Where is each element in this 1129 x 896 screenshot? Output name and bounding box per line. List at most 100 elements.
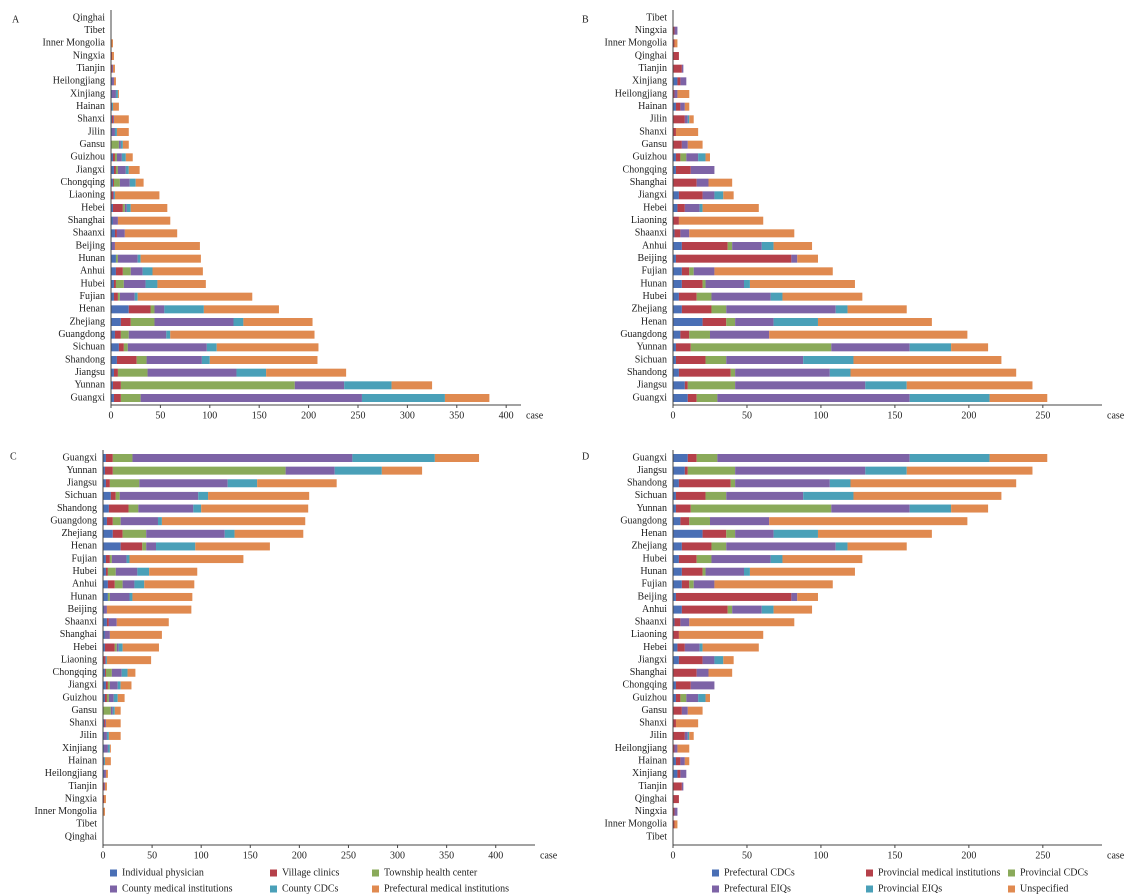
bar-segment bbox=[111, 668, 122, 677]
bar-segment bbox=[111, 153, 113, 162]
bar-segment bbox=[709, 517, 770, 526]
bar-segment bbox=[344, 381, 392, 390]
bar-segment bbox=[127, 668, 136, 677]
bar-segment bbox=[103, 479, 106, 488]
bar-segment bbox=[110, 706, 113, 715]
bar-segment bbox=[673, 454, 688, 462]
bar-segment bbox=[104, 668, 106, 677]
bar-segment bbox=[170, 330, 315, 339]
bar-segment bbox=[134, 580, 145, 589]
category-label: Guangdong bbox=[620, 329, 667, 340]
bar-segment bbox=[112, 216, 118, 225]
x-tick-label: 50 bbox=[147, 850, 157, 861]
bar-segment bbox=[103, 630, 105, 639]
category-label: Beijing bbox=[76, 240, 105, 251]
bar-segment bbox=[853, 491, 1002, 500]
category-label: Ningxia bbox=[635, 806, 668, 817]
bar-segment bbox=[723, 191, 734, 200]
bar-segment bbox=[711, 292, 771, 301]
bar-segment bbox=[122, 204, 125, 212]
legend-swatch bbox=[712, 869, 719, 877]
bar-segment bbox=[116, 618, 169, 627]
bar-segment bbox=[114, 229, 117, 238]
bar-segment bbox=[782, 555, 863, 564]
bar-segment bbox=[137, 292, 253, 301]
bar-segment bbox=[673, 466, 685, 475]
bar-segment bbox=[726, 318, 736, 326]
bar-segment bbox=[111, 216, 113, 225]
bar-segment bbox=[684, 102, 690, 111]
category-label: Sichuan bbox=[635, 354, 667, 365]
x-tick-label: 400 bbox=[499, 410, 514, 421]
legend-swatch bbox=[866, 869, 873, 877]
category-label: Shandong bbox=[627, 367, 667, 378]
bar-segment bbox=[115, 280, 124, 288]
category-label: Fujian bbox=[79, 291, 105, 302]
bar-segment bbox=[113, 166, 116, 174]
bar-segment bbox=[107, 567, 116, 576]
bar-segment bbox=[147, 368, 237, 377]
bar-segment bbox=[674, 618, 681, 627]
category-label: Hainan bbox=[68, 755, 97, 766]
bar-segment bbox=[112, 102, 119, 111]
category-label: Henan bbox=[641, 528, 667, 539]
bar-segment bbox=[115, 567, 138, 576]
bar-segment bbox=[120, 330, 129, 339]
bar-segment bbox=[107, 592, 110, 601]
bar-segment bbox=[675, 694, 681, 703]
category-label: Guizhou bbox=[63, 692, 97, 703]
category-label: Jilin bbox=[650, 114, 667, 125]
category-label: Shaanxi bbox=[65, 617, 97, 628]
category-label: Jilin bbox=[88, 126, 105, 137]
category-label: Shanxi bbox=[69, 718, 97, 729]
bar-segment bbox=[829, 479, 851, 488]
bar-segment bbox=[119, 178, 130, 187]
category-label: Anhui bbox=[80, 266, 105, 277]
bar-segment bbox=[116, 153, 122, 162]
x-tick-label: 300 bbox=[390, 850, 405, 861]
bar-segment bbox=[680, 694, 687, 703]
bar-segment bbox=[105, 567, 108, 576]
bar-segment bbox=[709, 330, 770, 339]
bar-segment bbox=[673, 656, 679, 665]
bar-segment bbox=[705, 491, 727, 500]
bar-segment bbox=[687, 731, 690, 740]
bar-segment bbox=[114, 706, 121, 715]
bar-segment bbox=[103, 782, 105, 791]
bar-segment bbox=[120, 517, 158, 526]
category-label: Hainan bbox=[76, 101, 105, 112]
bar-segment bbox=[717, 394, 910, 402]
bar-segment bbox=[140, 254, 201, 263]
category-label: Inner Mongolia bbox=[605, 819, 668, 830]
bar-segment bbox=[702, 191, 715, 200]
bar-segment bbox=[104, 466, 113, 475]
bar-segment bbox=[111, 140, 119, 149]
bar-segment bbox=[103, 580, 108, 589]
category-label: Beijing bbox=[638, 253, 667, 264]
bar-segment bbox=[680, 618, 690, 627]
bar-segment bbox=[681, 580, 690, 589]
category-label: Zhejiang bbox=[631, 541, 667, 552]
category-label: Jiangxi bbox=[76, 164, 105, 175]
bar-segment bbox=[690, 681, 715, 690]
bar-segment bbox=[103, 668, 105, 677]
category-label: Chongqing bbox=[623, 680, 667, 691]
bar-segment bbox=[727, 605, 733, 614]
bar-segment bbox=[134, 292, 138, 301]
bar-segment bbox=[675, 592, 792, 601]
category-label: Qinghai bbox=[65, 831, 97, 842]
bar-segment bbox=[103, 618, 107, 627]
category-label: Shaanxi bbox=[73, 228, 105, 239]
x-tick-label: 200 bbox=[961, 850, 976, 861]
bar-segment bbox=[850, 368, 1017, 377]
category-label: Jiangxi bbox=[638, 190, 667, 201]
category-label: Hebei bbox=[643, 202, 667, 213]
legend-label: Provincial EIQs bbox=[878, 883, 942, 894]
bar-segment bbox=[111, 555, 127, 564]
bar-segment bbox=[989, 454, 1048, 462]
x-tick-label: 0 bbox=[101, 850, 106, 861]
bar-segment bbox=[673, 305, 682, 314]
bar-segment bbox=[690, 504, 832, 513]
bar-segment bbox=[113, 694, 118, 703]
